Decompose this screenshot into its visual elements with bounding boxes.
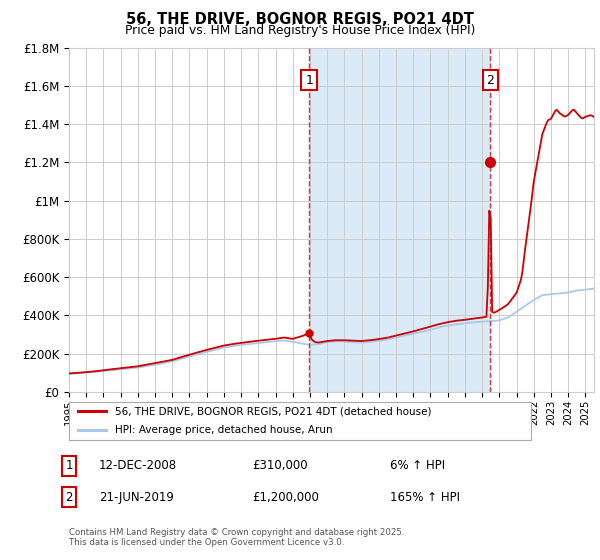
Text: 1: 1 — [305, 73, 313, 87]
Text: Contains HM Land Registry data © Crown copyright and database right 2025.
This d: Contains HM Land Registry data © Crown c… — [69, 528, 404, 547]
Text: 56, THE DRIVE, BOGNOR REGIS, PO21 4DT (detached house): 56, THE DRIVE, BOGNOR REGIS, PO21 4DT (d… — [115, 406, 432, 416]
Text: Price paid vs. HM Land Registry's House Price Index (HPI): Price paid vs. HM Land Registry's House … — [125, 24, 475, 37]
Text: HPI: Average price, detached house, Arun: HPI: Average price, detached house, Arun — [115, 425, 333, 435]
Bar — [309, 48, 490, 392]
Text: 2: 2 — [65, 491, 73, 504]
Text: 21-JUN-2019: 21-JUN-2019 — [99, 491, 174, 504]
Text: £310,000: £310,000 — [252, 459, 308, 473]
Text: 12-DEC-2008: 12-DEC-2008 — [99, 459, 177, 473]
Text: £1,200,000: £1,200,000 — [252, 491, 319, 504]
Text: 2: 2 — [486, 73, 494, 87]
Text: 165% ↑ HPI: 165% ↑ HPI — [390, 491, 460, 504]
Text: 56, THE DRIVE, BOGNOR REGIS, PO21 4DT: 56, THE DRIVE, BOGNOR REGIS, PO21 4DT — [126, 12, 474, 27]
Text: 1: 1 — [65, 459, 73, 473]
Text: 6% ↑ HPI: 6% ↑ HPI — [390, 459, 445, 473]
